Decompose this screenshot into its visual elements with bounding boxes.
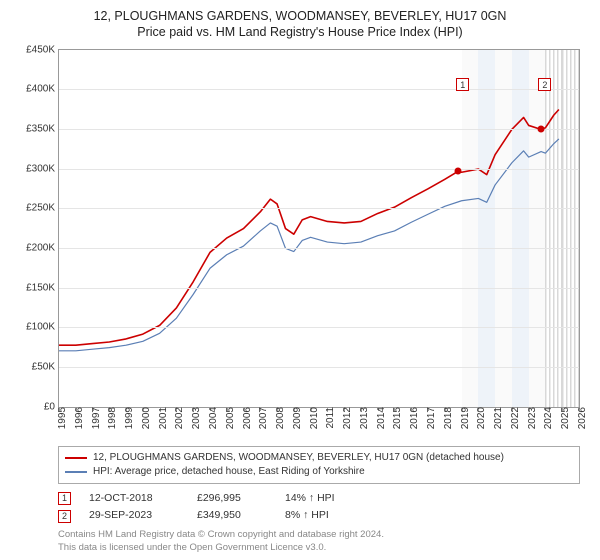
x-tick-label: 1995 (55, 407, 68, 429)
sales-table: 1 12-OCT-2018 £296,995 14% ↑ HPI 2 29-SE… (58, 490, 588, 526)
x-tick-label: 2011 (323, 407, 336, 429)
series-property (59, 109, 559, 345)
legend-item-hpi: HPI: Average price, detached house, East… (65, 465, 573, 479)
legend-label-property: 12, PLOUGHMANS GARDENS, WOODMANSEY, BEVE… (93, 451, 504, 465)
y-tick-label: £300K (26, 163, 59, 174)
x-tick-label: 2005 (223, 407, 236, 429)
y-tick-label: £450K (26, 44, 59, 55)
sale-hpi-2: 8% ↑ HPI (285, 507, 365, 525)
y-gridline (59, 248, 579, 249)
x-tick-label: 2023 (525, 407, 538, 429)
y-gridline (59, 288, 579, 289)
y-gridline (59, 208, 579, 209)
x-tick-label: 2009 (290, 407, 303, 429)
chart-title-block: 12, PLOUGHMANS GARDENS, WOODMANSEY, BEVE… (12, 8, 588, 41)
x-tick-label: 2015 (390, 407, 403, 429)
x-tick-label: 2019 (458, 407, 471, 429)
x-tick-label: 2002 (172, 407, 185, 429)
sale-row-1: 1 12-OCT-2018 £296,995 14% ↑ HPI (58, 490, 588, 508)
x-tick-label: 2006 (240, 407, 253, 429)
series-hpi (59, 138, 559, 350)
x-tick-label: 2018 (441, 407, 454, 429)
title-line-1: 12, PLOUGHMANS GARDENS, WOODMANSEY, BEVE… (12, 8, 588, 24)
y-tick-label: £100K (26, 322, 59, 333)
x-tick-label: 2007 (256, 407, 269, 429)
x-tick-label: 2025 (558, 407, 571, 429)
x-tick-label: 2014 (374, 407, 387, 429)
legend-label-hpi: HPI: Average price, detached house, East… (93, 465, 365, 479)
x-tick-label: 1998 (105, 407, 118, 429)
footnote: Contains HM Land Registry data © Crown c… (58, 529, 588, 554)
legend-item-property: 12, PLOUGHMANS GARDENS, WOODMANSEY, BEVE… (65, 451, 573, 465)
chart-lines (59, 50, 579, 407)
sale-date-1: 12-OCT-2018 (89, 490, 179, 508)
x-tick-label: 2024 (541, 407, 554, 429)
legend-swatch-property (65, 457, 87, 459)
y-gridline (59, 50, 579, 51)
sale-dot-2 (538, 125, 545, 132)
x-tick-label: 2012 (340, 407, 353, 429)
chart-area: £0£50K£100K£150K£200K£250K£300K£350K£400… (12, 47, 588, 444)
x-tick-label: 1997 (89, 407, 102, 429)
y-tick-label: £250K (26, 203, 59, 214)
x-tick-label: 2003 (189, 407, 202, 429)
sale-hpi-1: 14% ↑ HPI (285, 490, 365, 508)
x-tick-label: 2004 (206, 407, 219, 429)
y-tick-label: £200K (26, 242, 59, 253)
legend-swatch-hpi (65, 471, 87, 473)
footnote-line-2: This data is licensed under the Open Gov… (58, 542, 588, 554)
y-tick-label: £400K (26, 84, 59, 95)
y-gridline (59, 89, 579, 90)
y-gridline (59, 169, 579, 170)
sale-date-2: 29-SEP-2023 (89, 507, 179, 525)
y-tick-label: £350K (26, 123, 59, 134)
plot-frame: £0£50K£100K£150K£200K£250K£300K£350K£400… (58, 49, 580, 408)
title-line-2: Price paid vs. HM Land Registry's House … (12, 24, 588, 40)
legend: 12, PLOUGHMANS GARDENS, WOODMANSEY, BEVE… (58, 446, 580, 484)
sale-marker-label-2: 2 (538, 78, 551, 91)
sale-price-2: £349,950 (197, 507, 267, 525)
x-tick-label: 2016 (407, 407, 420, 429)
y-gridline (59, 129, 579, 130)
sale-marker-label-1: 1 (456, 78, 469, 91)
x-tick-label: 2010 (307, 407, 320, 429)
x-tick-label: 2013 (357, 407, 370, 429)
x-tick-label: 2008 (273, 407, 286, 429)
footnote-line-1: Contains HM Land Registry data © Crown c… (58, 529, 588, 541)
sale-dot-1 (454, 167, 461, 174)
y-gridline (59, 367, 579, 368)
sale-marker-2: 2 (58, 510, 71, 523)
y-tick-label: £50K (32, 361, 59, 372)
y-gridline (59, 327, 579, 328)
sale-marker-1: 1 (58, 492, 71, 505)
x-tick-label: 1996 (72, 407, 85, 429)
x-tick-label: 2017 (424, 407, 437, 429)
x-tick-label: 2022 (508, 407, 521, 429)
x-tick-label: 2021 (491, 407, 504, 429)
sale-row-2: 2 29-SEP-2023 £349,950 8% ↑ HPI (58, 507, 588, 525)
x-tick-label: 2020 (474, 407, 487, 429)
sale-price-1: £296,995 (197, 490, 267, 508)
y-tick-label: £150K (26, 282, 59, 293)
x-tick-label: 2001 (156, 407, 169, 429)
x-tick-label: 1999 (122, 407, 135, 429)
x-tick-label: 2000 (139, 407, 152, 429)
x-tick-label: 2026 (575, 407, 588, 429)
